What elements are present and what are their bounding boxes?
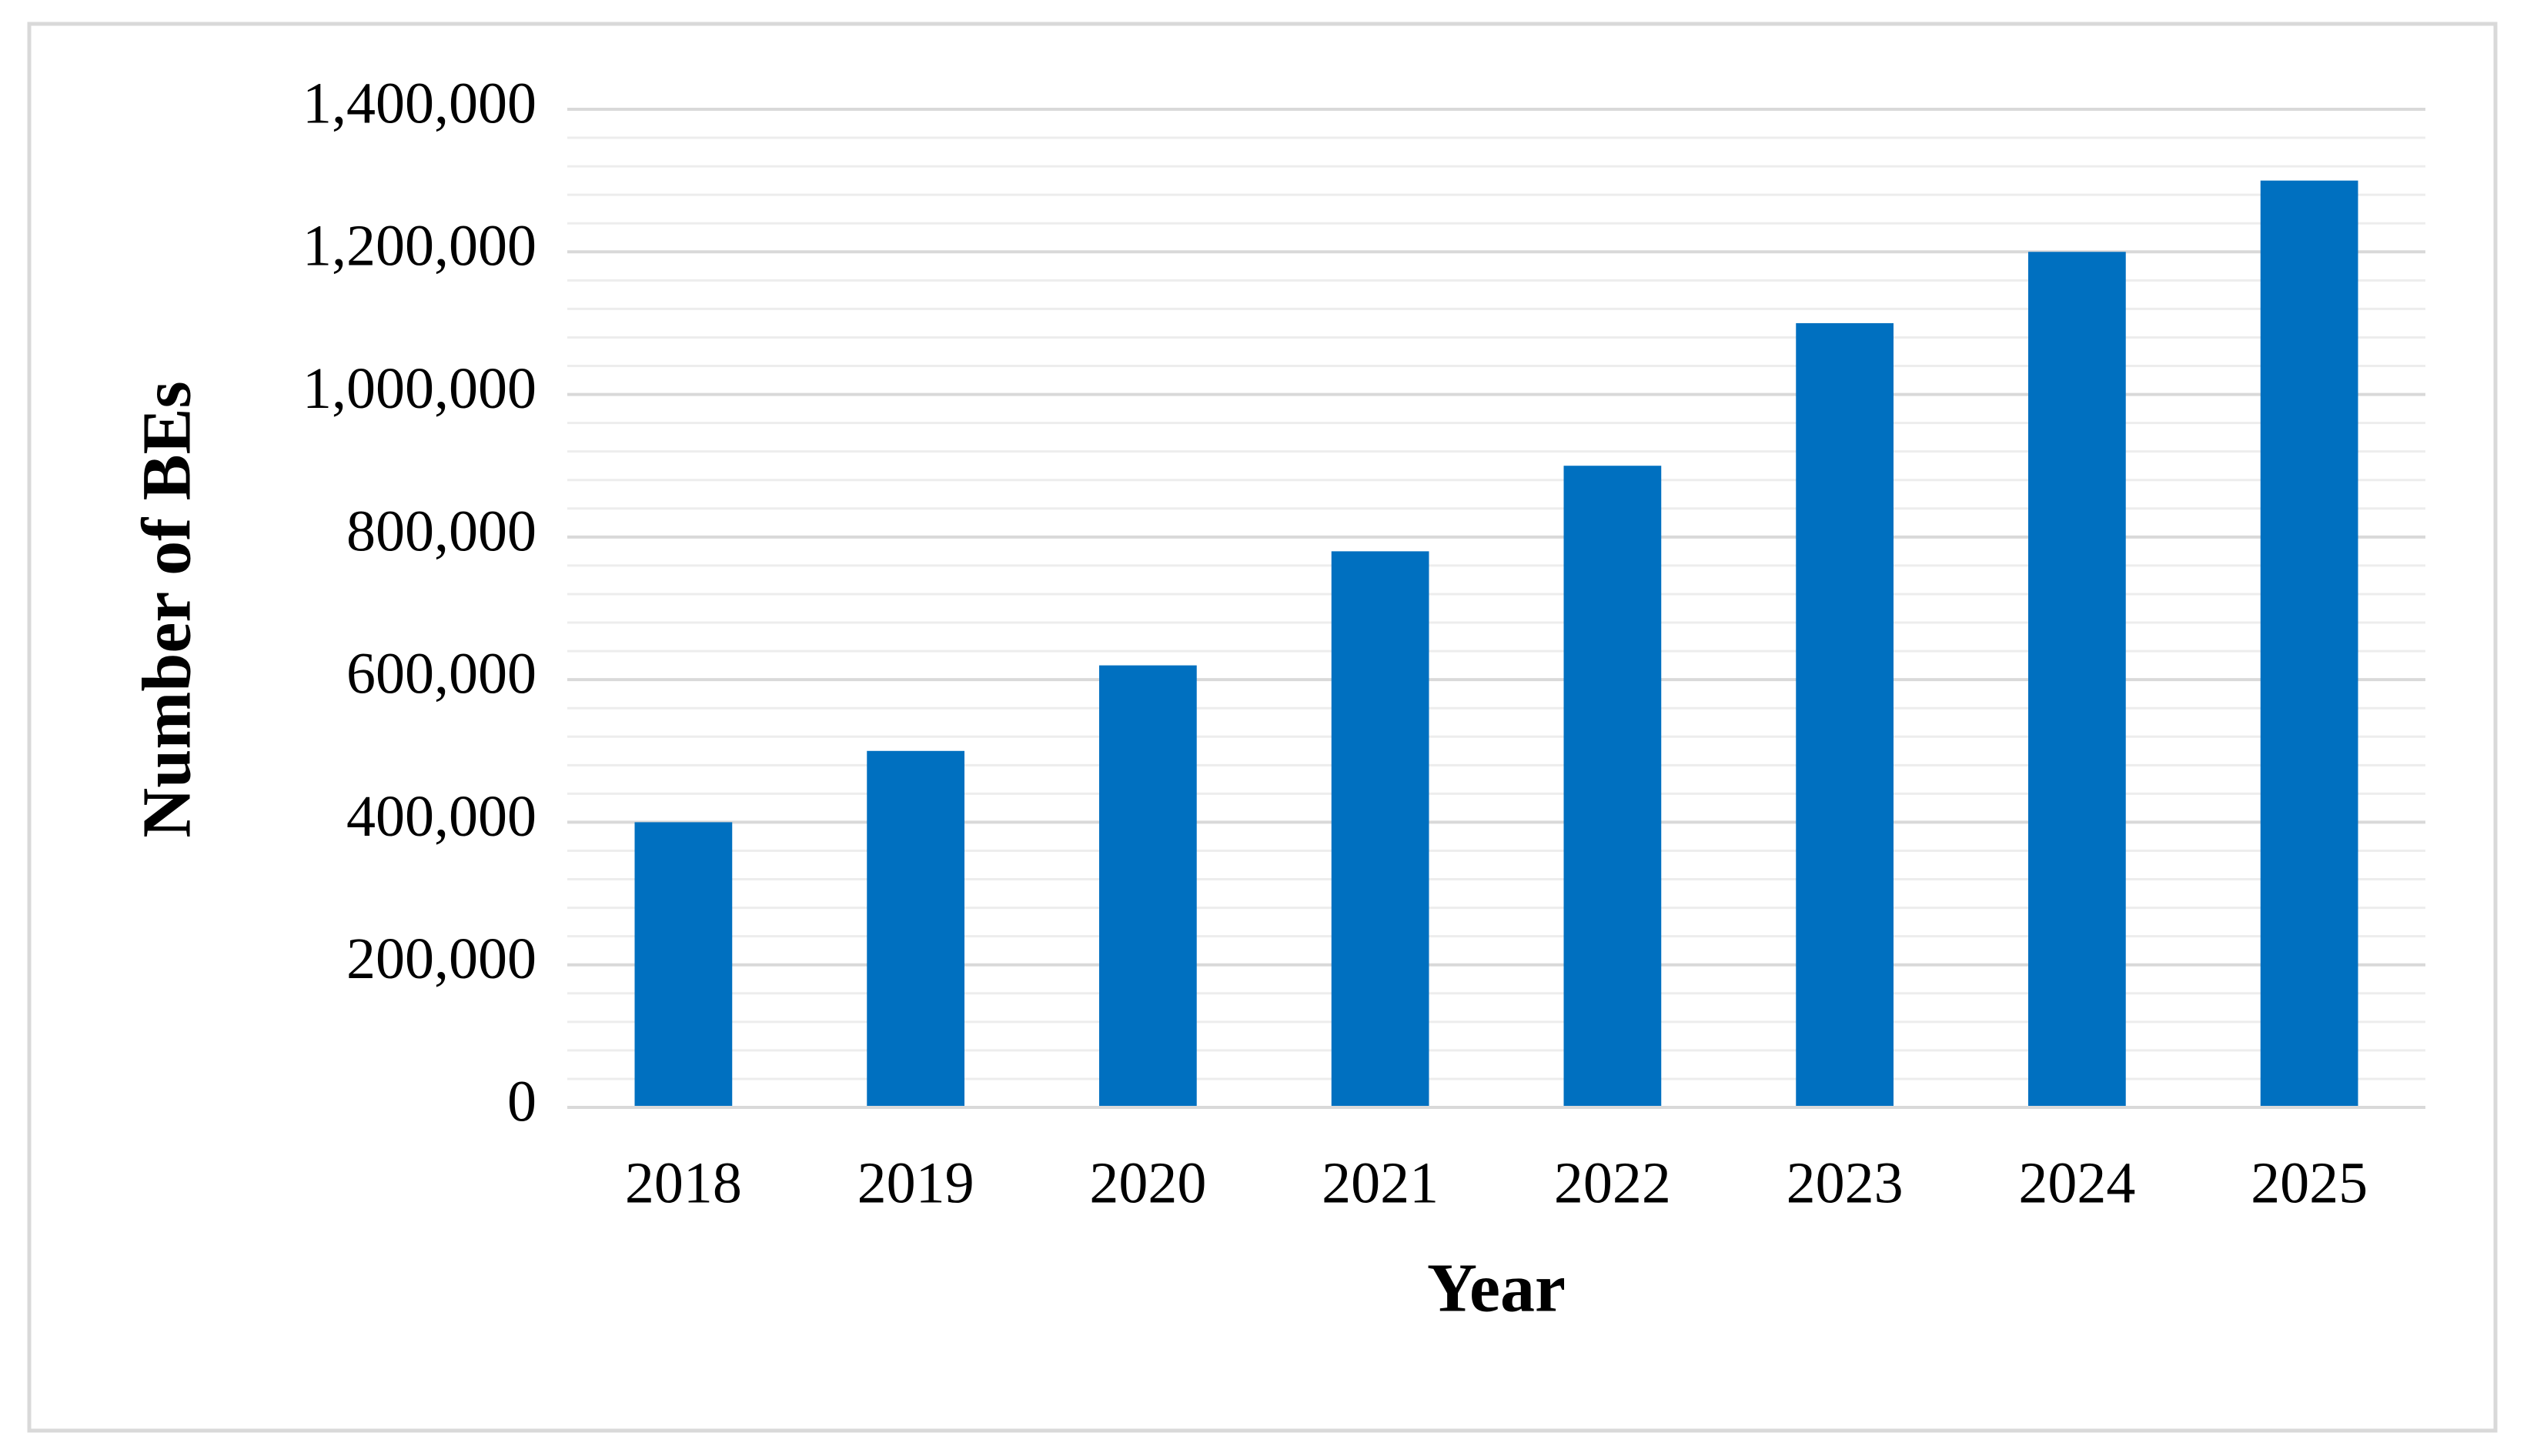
y-tick-label: 0	[507, 1069, 536, 1134]
bar	[634, 822, 733, 1107]
x-tick-label: 2022	[1554, 1150, 1671, 1215]
x-tick-label: 2024	[2018, 1150, 2135, 1215]
y-tick-label: 1,000,000	[303, 356, 536, 421]
bar	[2028, 252, 2126, 1108]
x-tick-label: 2025	[2251, 1150, 2368, 1215]
y-tick-label: 600,000	[346, 642, 536, 706]
x-axis-title: Year	[1427, 1251, 1566, 1327]
x-tick-label: 2021	[1322, 1150, 1439, 1215]
y-tick-label: 1,400,000	[303, 71, 536, 135]
y-tick-label: 1,200,000	[303, 214, 536, 279]
y-tick-label: 400,000	[346, 784, 536, 849]
bar	[1563, 466, 1662, 1107]
x-tick-label: 2023	[1787, 1150, 1904, 1215]
bar	[2260, 180, 2358, 1108]
bar	[1331, 551, 1429, 1107]
x-tick-label: 2020	[1089, 1150, 1206, 1215]
x-tick-label: 2019	[857, 1150, 974, 1215]
x-tick-label: 2018	[625, 1150, 742, 1215]
marks	[634, 180, 2358, 1108]
bar	[867, 750, 964, 1107]
y-axis-title: Number of BEs	[129, 381, 206, 837]
bar	[1796, 322, 1894, 1107]
bar	[1099, 665, 1197, 1107]
y-tick-label: 800,000	[346, 499, 536, 563]
y-tick-label: 200,000	[346, 927, 536, 991]
